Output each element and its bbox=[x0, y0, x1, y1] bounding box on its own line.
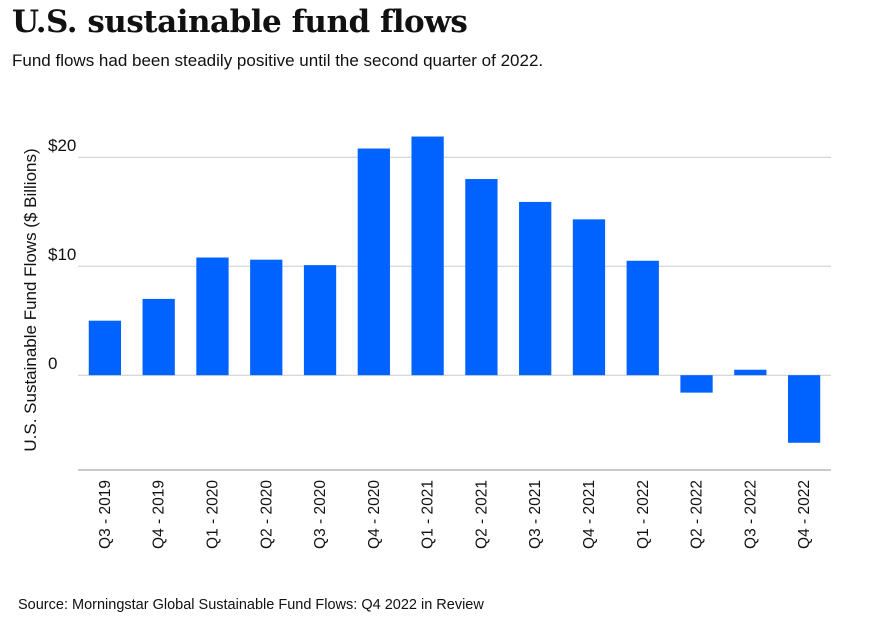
x-tick-label: Q1 - 2021 bbox=[420, 480, 437, 549]
x-tick-label: Q3 - 2022 bbox=[742, 480, 759, 549]
x-tick-label: Q2 - 2020 bbox=[258, 480, 275, 549]
x-tick-label: Q2 - 2022 bbox=[689, 480, 706, 549]
bar bbox=[250, 259, 283, 376]
bar bbox=[357, 148, 390, 376]
y-tick-labels: 0 $10 $20 bbox=[48, 136, 76, 373]
y-tick-label: $10 bbox=[48, 245, 76, 264]
x-tick-label: Q3 - 2020 bbox=[312, 480, 329, 549]
bar bbox=[303, 265, 337, 376]
bar bbox=[626, 260, 659, 376]
bar bbox=[519, 201, 552, 376]
bar bbox=[734, 369, 767, 376]
x-tick-label: Q4 - 2022 bbox=[796, 480, 813, 549]
bar bbox=[411, 136, 444, 376]
x-tick-label: Q4 - 2020 bbox=[366, 480, 383, 549]
x-tick-labels: Q3 - 2019 Q4 - 2019 Q1 - 2020 Q2 - 2020 Q3 -… bbox=[97, 480, 813, 549]
x-tick-label: Q1 - 2022 bbox=[635, 480, 652, 549]
x-tick-label: Q3 - 2021 bbox=[527, 480, 544, 549]
y-tick-label: $20 bbox=[48, 136, 76, 155]
bar bbox=[572, 219, 606, 376]
chart-subtitle: Fund flows had been steadily positive un… bbox=[12, 51, 544, 70]
bar bbox=[196, 257, 229, 376]
chart-title: U.S. sustainable fund flows bbox=[12, 4, 468, 40]
y-tick-label: 0 bbox=[48, 354, 57, 373]
x-tick-label: Q1 - 2020 bbox=[204, 480, 221, 549]
y-axis-label: U.S. Sustainable Fund Flows ($ Billions) bbox=[21, 148, 40, 451]
source-note: Source: Morningstar Global Sustainable F… bbox=[18, 597, 484, 613]
x-tick-label: Q3 - 2019 bbox=[97, 480, 114, 549]
bar bbox=[680, 375, 713, 393]
x-tick-label: Q2 - 2021 bbox=[473, 480, 490, 549]
bar bbox=[465, 179, 498, 376]
x-tick-label: Q4 - 2021 bbox=[581, 480, 598, 549]
bars bbox=[88, 136, 821, 443]
bar bbox=[142, 298, 175, 376]
bar bbox=[88, 320, 122, 376]
gridlines bbox=[78, 156, 831, 471]
bar bbox=[787, 375, 821, 443]
x-tick-label: Q4 - 2019 bbox=[151, 480, 168, 549]
